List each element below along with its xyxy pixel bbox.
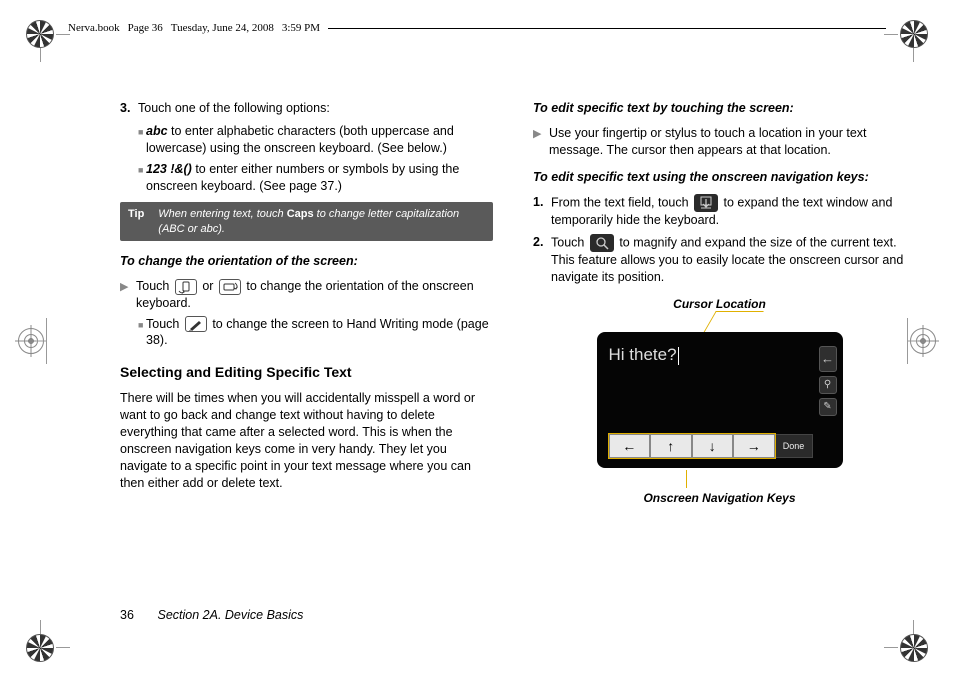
nav-up-key[interactable]: ↑ [650, 434, 692, 458]
leader-line-bottom [686, 470, 687, 488]
bullet-icon: ■ [138, 164, 146, 195]
device-figure: Cursor Location Hi thete? ← ⚲ ✎ ← ↑ ↓ → … [533, 296, 906, 506]
orientation-step: ▶ Touch or to change the orientation of … [120, 278, 493, 312]
callout-cursor-location: Cursor Location [533, 296, 906, 312]
sub-a-label: abc [146, 124, 168, 138]
edit-touch-step: ▶ Use your fingertip or stylus to touch … [533, 125, 906, 159]
onscreen-nav-bar: ← ↑ ↓ → Done [609, 434, 813, 458]
device-side-buttons: ← ⚲ ✎ [819, 346, 837, 416]
side-handwriting-button[interactable]: ✎ [819, 398, 837, 416]
crop-pinwheel-tl [26, 20, 54, 48]
sub-a-text: to enter alphabetic characters (both upp… [146, 124, 454, 155]
nav-down-key[interactable]: ↓ [692, 434, 734, 458]
cropmark [40, 48, 41, 62]
device-screen: Hi thete? [607, 340, 815, 404]
header-pageref: Page 36 [128, 22, 163, 34]
edit-touch-text: Use your fingertip or stylus to touch a … [549, 125, 906, 159]
selecting-editing-paragraph: There will be times when you will accide… [120, 390, 493, 491]
header-date: Tuesday, June 24, 2008 [171, 22, 274, 34]
cropmark [36, 341, 46, 342]
sub-option-abc: ■ abc to enter alphabetic characters (bo… [138, 123, 493, 157]
cropmark [884, 34, 898, 35]
edit-nav-heading: To edit specific text using the onscreen… [533, 169, 906, 186]
cropmark [56, 34, 70, 35]
tip-box: Tip When entering text, touch Caps to ch… [120, 202, 493, 241]
selecting-editing-heading: Selecting and Editing Specific Text [120, 363, 493, 382]
cropmark [913, 620, 914, 634]
nav-done-key[interactable]: Done [775, 434, 813, 458]
callout-nav-keys: Onscreen Navigation Keys [533, 490, 906, 506]
triangle-bullet-icon: ▶ [120, 280, 136, 312]
bullet-icon: ■ [138, 126, 146, 157]
header-rule [328, 28, 886, 29]
crop-pinwheel-tr [900, 20, 928, 48]
step-1-number: 1. [533, 194, 551, 229]
right-column: To edit specific text by touching the sc… [533, 100, 906, 602]
cropmark [40, 620, 41, 634]
triangle-bullet-icon: ▶ [533, 127, 549, 159]
side-back-button[interactable]: ← [819, 346, 837, 372]
device-mock: Hi thete? ← ⚲ ✎ ← ↑ ↓ → Done [597, 332, 843, 468]
nav-step-2: 2. Touch to magnify and expand the size … [533, 234, 906, 286]
hand-pre: Touch [146, 317, 183, 331]
rotate-landscape-icon [219, 279, 241, 295]
sub-b-text: to enter either numbers or symbols by us… [146, 162, 459, 193]
tip-caps: Caps [287, 208, 314, 220]
text-cursor [678, 347, 679, 365]
page-body: 3. Touch one of the following options: ■… [120, 100, 906, 602]
magnify-icon [590, 234, 614, 252]
page-number: 36 [120, 608, 154, 622]
edit-touch-heading: To edit specific text by touching the sc… [533, 100, 906, 117]
step-3: 3. Touch one of the following options: [120, 100, 493, 117]
nav-left-key[interactable]: ← [609, 434, 651, 458]
cropmark [908, 341, 918, 342]
bullet-icon: ■ [138, 319, 146, 350]
crop-pinwheel-bl [26, 634, 54, 662]
cropmark [884, 647, 898, 648]
crop-pinwheel-br [900, 634, 928, 662]
orient-pre: Touch [136, 279, 173, 293]
cropmark [913, 48, 914, 62]
expand-down-icon [694, 194, 718, 212]
step1-pre: From the text field, touch [551, 195, 692, 209]
cropmark [46, 318, 47, 364]
print-header: Nerva.book Page 36 Tuesday, June 24, 200… [68, 22, 886, 34]
nav-right-key[interactable]: → [733, 434, 775, 458]
step2-pre: Touch [551, 236, 588, 250]
step-2-number: 2. [533, 234, 551, 286]
tip-label: Tip [128, 207, 144, 236]
screen-sample-text: Hi thete? [609, 345, 677, 364]
header-filename: Nerva.book [68, 22, 120, 34]
step-3-text: Touch one of the following options: [138, 100, 493, 117]
sub-option-123: ■ 123 !&() to enter either numbers or sy… [138, 161, 493, 195]
pen-icon [185, 316, 207, 332]
nav-step-1: 1. From the text field, touch to expand … [533, 194, 906, 229]
page-footer: 36 Section 2A. Device Basics [120, 608, 303, 622]
cropmark [56, 647, 70, 648]
sub-b-label: 123 !&() [146, 162, 192, 176]
left-column: 3. Touch one of the following options: ■… [120, 100, 493, 602]
orientation-heading: To change the orientation of the screen: [120, 253, 493, 270]
tip-pre: When entering text, touch [158, 208, 286, 220]
rotate-portrait-icon [175, 279, 197, 295]
header-time: 3:59 PM [282, 22, 320, 34]
orient-mid: or [202, 279, 217, 293]
handwriting-step: ■ Touch to change the screen to Hand Wri… [138, 316, 493, 350]
step-3-number: 3. [120, 100, 138, 117]
section-title: Section 2A. Device Basics [157, 608, 303, 622]
side-magnify-button[interactable]: ⚲ [819, 376, 837, 394]
